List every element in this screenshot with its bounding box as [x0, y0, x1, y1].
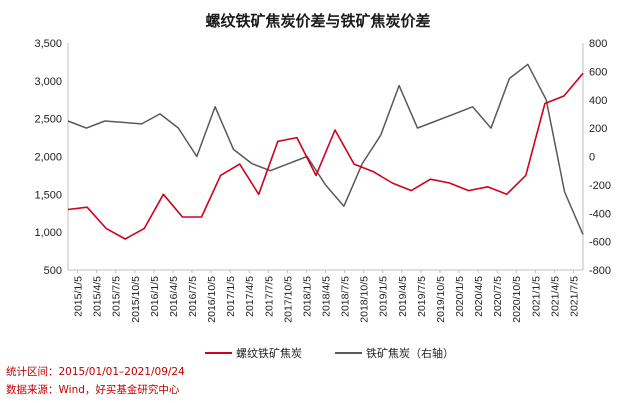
y-tick-label-left: 1,000: [34, 227, 62, 239]
y-tick-label-right: 400: [589, 95, 607, 107]
x-tick-label: 2016/10/5: [206, 276, 218, 323]
legend-label-series2: 铁矿焦炭（右轴）: [366, 346, 454, 360]
x-tick-label: 2018/4/5: [321, 276, 333, 317]
x-tick-label: 2015/7/5: [111, 276, 123, 317]
x-tick-label: 2018/10/5: [359, 276, 371, 323]
x-tick-label: 2015/10/5: [130, 276, 142, 323]
series-line-rebar-spread: [67, 72, 584, 240]
x-tick-label: 2016/1/5: [149, 276, 161, 317]
y-tick-label-right: -400: [589, 208, 611, 220]
x-tick-label: 2019/10/5: [435, 276, 447, 323]
y-tick-label-right: 600: [589, 66, 607, 78]
x-tick-label: 2020/10/5: [511, 276, 523, 323]
y-tick-label-right: 0: [589, 152, 595, 164]
x-tick-label: 2017/1/5: [225, 276, 237, 317]
legend-label-series1: 螺纹铁矿焦炭: [236, 346, 302, 360]
y-tick-label-left: 3,500: [34, 38, 62, 50]
chart-title: 螺纹铁矿焦炭价差与铁矿焦炭价差: [205, 12, 430, 30]
x-tick-label: 2019/7/5: [416, 276, 428, 317]
x-tick-label: 2017/4/5: [244, 276, 256, 317]
x-tick-label: 2016/7/5: [187, 276, 199, 317]
period-note: 统计区间：2015/01/01–2021/09/24: [6, 366, 185, 378]
y-tick-label-right: 800: [589, 38, 607, 50]
x-tick-label: 2021/7/5: [568, 276, 580, 317]
x-tick-label: 2018/1/5: [301, 276, 313, 317]
y-tick-label-left: 3,000: [34, 76, 62, 88]
x-tick-label: 2015/1/5: [73, 276, 85, 317]
x-tick-label: 2021/4/5: [549, 276, 561, 317]
y-tick-label-left: 2,000: [34, 152, 62, 164]
source-note: 数据来源：Wind，好买基金研究中心: [6, 384, 180, 396]
y-tick-label-left: 2,500: [34, 114, 62, 126]
x-tick-label: 2019/1/5: [378, 276, 390, 317]
y-tick-label-left: 1,500: [34, 189, 62, 201]
y-tick-label-right: -600: [589, 237, 611, 249]
x-tick-label: 2018/7/5: [340, 276, 352, 317]
x-tick-label: 2021/1/5: [530, 276, 542, 317]
x-tick-label: 2020/7/5: [492, 276, 504, 317]
x-tick-label: 2015/4/5: [92, 276, 104, 317]
y-tick-label-right: -800: [589, 265, 611, 277]
x-tick-label: 2020/1/5: [454, 276, 466, 317]
x-tick-label: 2017/10/5: [282, 276, 294, 323]
x-tick-label: 2017/7/5: [263, 276, 275, 317]
x-tick-label: 2020/4/5: [473, 276, 485, 317]
x-tick-label: 2019/4/5: [397, 276, 409, 317]
legend: 螺纹铁矿焦炭 铁矿焦炭（右轴）: [205, 346, 454, 360]
plot-area: 3,500 3,000 2,500 2,000 1,500 1,000 500 800 600 4…: [34, 38, 611, 323]
y-tick-label-right: 200: [589, 123, 607, 135]
y-tick-label-left: 500: [44, 265, 62, 277]
series-line-ore-coke-spread: [67, 63, 584, 235]
y-tick-label-right: -200: [589, 180, 611, 192]
x-tick-label: 2016/4/5: [168, 276, 180, 317]
